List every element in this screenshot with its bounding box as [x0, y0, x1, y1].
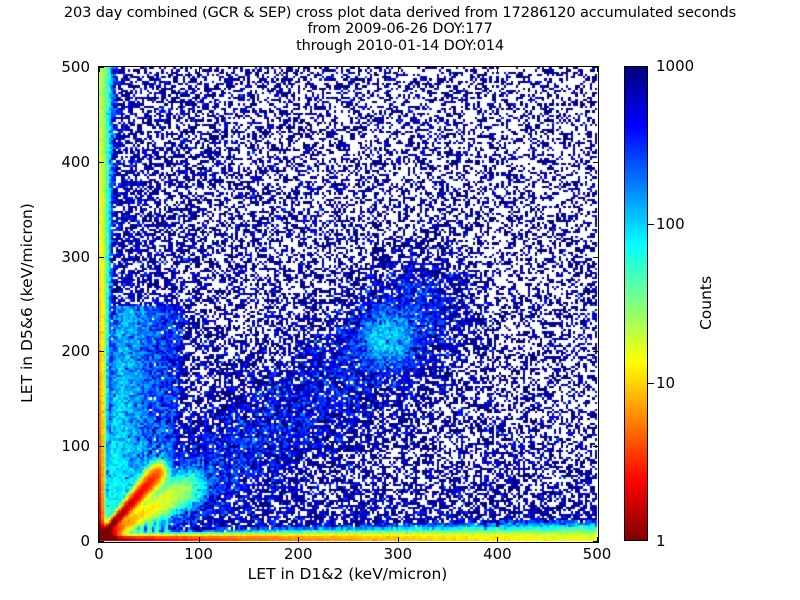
y-tick-mark-right [593, 351, 598, 353]
y-tick-label: 500 [61, 58, 90, 76]
y-tick-label: 0 [80, 532, 90, 550]
x-tick-label: 100 [184, 545, 213, 563]
y-tick-mark [99, 161, 104, 163]
colorbar-tick-label: 10 [656, 373, 676, 392]
y-tick-label: 300 [61, 247, 90, 266]
y-tick-mark [99, 67, 104, 68]
x-tick-mark [298, 537, 300, 542]
y-tick-mark-right [593, 161, 598, 163]
x-tick-mark-top [497, 67, 499, 72]
x-tick-mark [397, 537, 399, 542]
y-tick-mark-right [593, 446, 598, 448]
x-tick-label: 500 [582, 545, 612, 563]
y-tick-mark [99, 446, 104, 448]
x-tick-mark-top [298, 67, 300, 72]
x-tick-label: 300 [383, 545, 413, 563]
y-tick-mark [99, 256, 104, 258]
colorbar-label: Counts [697, 275, 715, 331]
x-tick-label: 400 [483, 545, 512, 563]
colorbar-gradient [624, 66, 648, 541]
y-tick-label: 400 [61, 152, 90, 171]
x-tick-mark [497, 537, 499, 542]
colorbar-tick-mark [648, 224, 654, 226]
title-line-3: through 2010-01-14 DOY:014 [296, 38, 504, 54]
x-tick-label: 0 [94, 545, 104, 563]
x-axis-label: LET in D1&2 (keV/micron) [247, 565, 448, 583]
y-tick-mark-right [593, 67, 598, 68]
x-tick-mark-top [397, 67, 399, 72]
colorbar-tick-label: 1 [656, 532, 666, 550]
x-tick-mark-top [198, 67, 200, 72]
title-line-2: from 2009-06-26 DOY:177 [307, 21, 493, 37]
x-tick-mark [597, 537, 598, 542]
density-scatter-canvas [99, 67, 598, 542]
colorbar [624, 66, 648, 541]
y-axis-label: LET in D5&6 (keV/micron) [18, 203, 36, 403]
figure-title: 203 day combined (GCR & SEP) cross plot … [0, 4, 800, 55]
title-line-1: 203 day combined (GCR & SEP) cross plot … [63, 4, 737, 21]
x-tick-mark [99, 537, 100, 542]
x-tick-mark-top [597, 67, 598, 72]
y-tick-label: 200 [61, 342, 90, 361]
colorbar-tick-mark [648, 382, 654, 384]
colorbar-tick-label: 100 [656, 215, 685, 234]
y-tick-mark-right [593, 541, 598, 542]
x-tick-mark [198, 537, 200, 542]
y-tick-mark [99, 351, 104, 353]
y-tick-mark [99, 541, 104, 542]
plot-area [98, 66, 599, 543]
colorbar-tick-label: 1000 [656, 57, 695, 75]
x-tick-label: 200 [283, 545, 313, 563]
y-tick-label: 100 [61, 437, 90, 456]
y-tick-mark-right [593, 256, 598, 258]
x-tick-mark-top [99, 67, 100, 72]
